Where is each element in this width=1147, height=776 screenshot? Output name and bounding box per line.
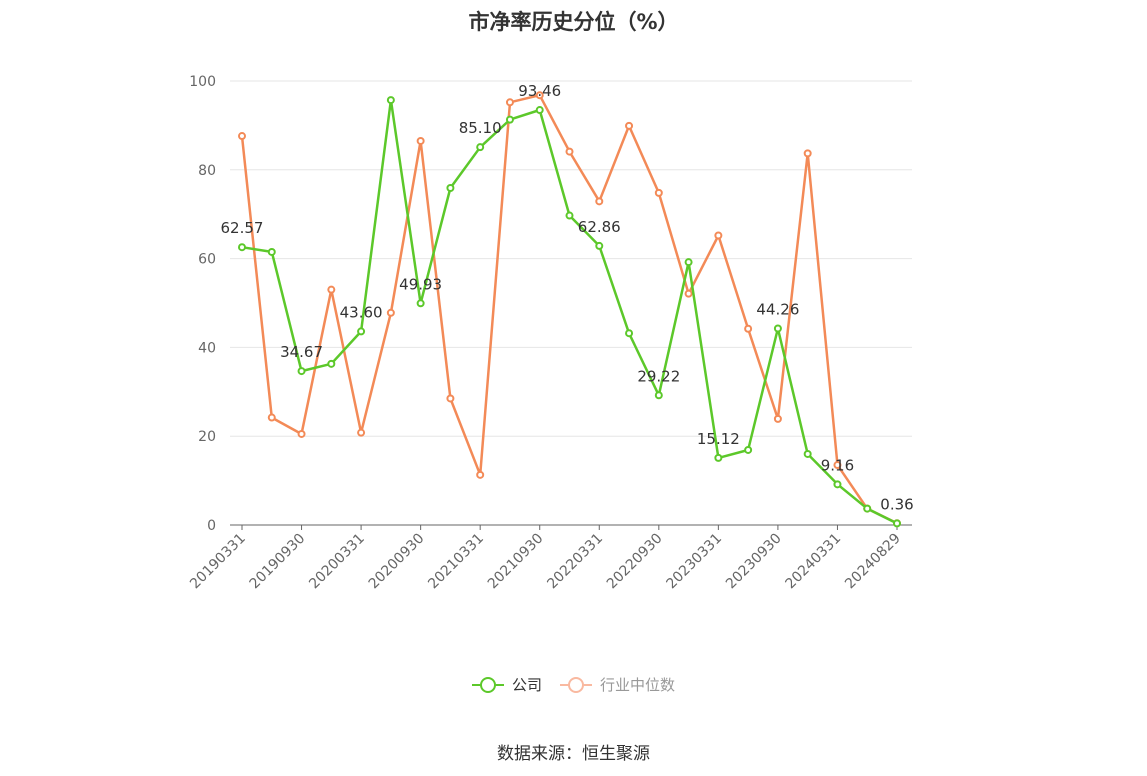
data-point-industry — [238, 132, 246, 141]
x-tick-label: 20190930 — [247, 531, 309, 593]
data-label: 43.60 — [340, 303, 383, 321]
data-label: 62.57 — [221, 219, 264, 237]
data-point-company — [535, 106, 544, 115]
data-point-industry — [505, 98, 514, 107]
data-point-industry — [357, 428, 366, 437]
data-source-note: 数据来源：恒生聚源 — [497, 744, 650, 764]
data-point-industry — [327, 285, 336, 294]
x-tick-label: 20210331 — [425, 531, 487, 593]
data-label: 93.46 — [518, 82, 561, 100]
axes: 0 20 40 60 80 100 2019033120190930202003312020… — [187, 74, 912, 592]
x-tick-label: 20210930 — [485, 531, 547, 593]
data-point-industry — [267, 413, 276, 422]
data-point-company — [565, 211, 574, 220]
data-point-industry — [773, 414, 782, 423]
line-chart: 0 20 40 60 80 100 2019033120190930202003312020… — [187, 74, 914, 592]
data-point-company — [773, 324, 782, 333]
data-label: 15.12 — [697, 430, 740, 448]
data-point-company — [416, 299, 425, 308]
legend-company-label: 公司 — [511, 676, 542, 694]
data-point-industry — [595, 197, 604, 206]
data-point-industry — [625, 121, 634, 130]
data-label: 34.67 — [280, 343, 323, 361]
data-point-company — [863, 504, 872, 513]
data-point-industry — [714, 231, 723, 240]
legend-company-marker-icon — [471, 676, 504, 694]
data-label: 85.10 — [459, 119, 502, 137]
x-tick-label: 20220331 — [544, 531, 606, 593]
y-tick-label: 20 — [198, 429, 216, 445]
legend-item-company[interactable]: 公司 — [471, 674, 542, 695]
data-point-company — [267, 247, 276, 256]
x-tick-label: 20230930 — [723, 531, 785, 593]
data-point-industry — [565, 147, 574, 156]
data-point-industry — [476, 470, 485, 479]
grid-lines — [230, 80, 912, 437]
data-label: 9.16 — [821, 456, 854, 474]
y-tick-label: 60 — [198, 252, 216, 268]
data-point-company — [505, 115, 514, 124]
legend-item-industry[interactable]: 行业中位数 — [560, 674, 675, 695]
y-tick-label: 80 — [198, 163, 216, 179]
data-label: 29.22 — [637, 367, 680, 385]
data-point-industry — [654, 188, 663, 197]
data-labels: 62.57 34.67 43.60 49.93 85.10 93.46 62.86 29.22… — [221, 82, 914, 513]
legend: 公司 行业中位数 — [0, 674, 1147, 695]
data-label: 44.26 — [756, 300, 799, 318]
data-point-industry — [684, 289, 693, 298]
y-tick-label: 0 — [207, 518, 216, 534]
x-tick-label: 20200331 — [306, 531, 368, 593]
data-point-industry — [833, 461, 842, 470]
data-point-company — [357, 327, 366, 336]
data-point-industry — [535, 91, 544, 100]
data-point-industry — [386, 308, 395, 317]
data-point-company — [625, 329, 634, 338]
data-point-company — [595, 241, 604, 250]
x-tick-label: 20190331 — [187, 531, 249, 593]
data-point-company — [833, 480, 842, 489]
x-tick-label: 20220930 — [604, 531, 666, 593]
x-tick-label: 20240829 — [842, 531, 904, 593]
data-point-company — [714, 453, 723, 462]
data-point-industry — [744, 324, 753, 333]
data-point-industry — [803, 149, 812, 158]
data-point-industry — [297, 429, 306, 438]
data-point-company — [386, 96, 395, 105]
data-point-company — [654, 391, 663, 400]
y-tick-label: 40 — [198, 340, 216, 356]
x-tick-label: 20240331 — [783, 531, 845, 593]
legend-industry-label: 行业中位数 — [600, 676, 676, 694]
data-label: 0.36 — [880, 495, 913, 513]
data-label: 49.93 — [399, 275, 442, 293]
y-tick-label: 100 — [189, 74, 216, 90]
data-point-company — [803, 449, 812, 458]
x-tick-label: 20200930 — [366, 531, 428, 593]
data-point-industry — [446, 394, 455, 403]
data-point-company — [744, 445, 753, 454]
data-point-company — [327, 359, 336, 368]
data-point-industry — [416, 136, 425, 145]
x-tick-label: 20230331 — [663, 531, 725, 593]
data-point-company — [238, 243, 246, 252]
data-point-company — [476, 143, 485, 152]
legend-industry-marker-icon — [560, 676, 592, 694]
chart-title: 市净率历史分位（%） — [468, 10, 679, 34]
series-lines — [238, 91, 901, 528]
data-point-company — [893, 519, 901, 528]
data-label: 62.86 — [578, 218, 621, 236]
data-point-company — [297, 367, 306, 376]
data-point-company — [446, 184, 455, 193]
data-point-company — [684, 258, 693, 267]
